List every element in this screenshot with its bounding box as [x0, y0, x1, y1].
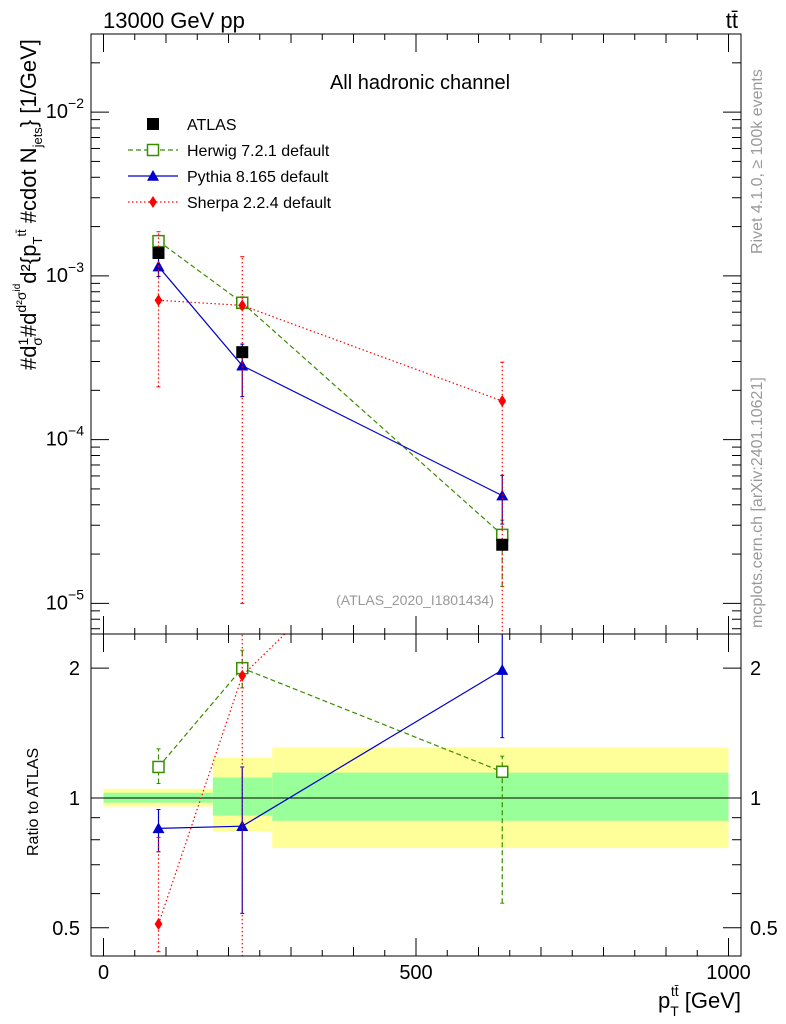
xlabel-sub: T [670, 1003, 679, 1019]
main-series-sherpa-2-2-4-default [154, 231, 507, 634]
main-point-herwig-7-2-1-default-0 [152, 234, 165, 248]
ratio-uncertainty-bands [91, 747, 741, 849]
main-ytick-label-1: 10−4 [46, 423, 84, 451]
main-ytick-label-0: 10−5 [46, 586, 84, 614]
legend-marker-pythia-8-165-default [147, 170, 159, 181]
xlabel-main: p [658, 988, 670, 1013]
ratio-point-sherpa-2-2-4-default-1 [238, 669, 247, 682]
ratio-point-herwig-7-2-1-default-0 [152, 760, 165, 774]
mcplots-label: mcplots.cern.ch [arXiv:2401.10621] [749, 377, 766, 628]
main-series-atlas [152, 246, 509, 551]
main-ylabel-rest: #cdot N [16, 147, 41, 229]
legend-marker-sherpa-2-2-4-default [149, 196, 157, 208]
main-point-sherpa-2-2-4-default-1 [238, 299, 247, 312]
ratio-ytick-label-right-1: 1 [750, 788, 761, 810]
header-energy-label: 13000 GeV pp [103, 8, 245, 33]
main-ylabel-sub: T [30, 237, 45, 245]
main-point-atlas-2 [496, 538, 509, 551]
main-ylabel: #d1σ#dd²σidd²{pTtt̄ #cdot Njets} [1/GeV] [12, 39, 45, 370]
main-ylabel-den: σ [29, 337, 45, 346]
ratio-xtick-label-2: 1000 [706, 962, 751, 984]
legend-entry-atlas: ATLAS [147, 117, 237, 134]
main-line-pythia-8-165-default [158, 266, 503, 497]
ratio-point-sherpa-2-2-4-default-0 [154, 918, 163, 931]
xlabel-sup: tt̄ [671, 983, 679, 999]
ratio-point-pythia-8-165-default-2 [496, 664, 509, 675]
xlabel: pTtt̄ [GeV] [658, 983, 741, 1019]
ratio-ytick-label-left-2: 2 [69, 658, 80, 680]
main-point-atlas-1 [236, 346, 249, 359]
legend-marker-herwig-7-2-1-default [146, 143, 160, 157]
main-ylabel-sup: id [12, 284, 23, 292]
ratio-series-sherpa-2-2-4-default [154, 634, 286, 956]
main-series-group [152, 231, 509, 634]
legend: ATLAS Herwig 7.2.1 default Pythia 8.165 de… [128, 117, 332, 212]
ratio-point-herwig-7-2-1-default-2 [496, 765, 509, 779]
main-series-pythia-8-165-default [152, 257, 509, 525]
main-point-sherpa-2-2-4-default-0 [154, 294, 163, 307]
legend-label-sherpa-2-2-4-default: Sherpa 2.2.4 default [187, 195, 332, 212]
ratio-ytick-label-left-1: 1 [69, 788, 80, 810]
xlabel-unit: [GeV] [679, 988, 741, 1013]
header-process-label: tt̄ [726, 8, 738, 33]
legend-label-atlas: ATLAS [187, 117, 237, 134]
legend-entry-herwig-7-2-1-default: Herwig 7.2.1 default [128, 143, 330, 160]
main-ylabel-sub2: jets [30, 127, 45, 149]
ratio-band-green-2 [272, 772, 729, 821]
legend-marker-atlas [147, 118, 159, 130]
legend-entry-pythia-8-165-default: Pythia 8.165 default [128, 169, 329, 186]
legend-label-herwig-7-2-1-default: Herwig 7.2.1 default [187, 143, 330, 160]
main-ylabel-top: d²σ [13, 291, 29, 312]
ratio-ytick-label-right-0: 0.5 [750, 918, 778, 940]
ratio-axis-ticks: 0.5 0.5 1 1 2 2 0 500 1000 [52, 634, 778, 984]
ratio-point-pythia-8-165-default-0 [152, 822, 165, 834]
chart-title: All hadronic channel [330, 72, 510, 94]
main-point-pythia-8-165-default-1 [236, 359, 249, 371]
ratio-ytick-label-right-2: 2 [750, 658, 761, 680]
ratio-series-group [152, 634, 509, 956]
main-line-herwig-7-2-1-default [158, 240, 503, 536]
main-ylabel-d2: #d [16, 313, 41, 337]
main-line-sherpa-2-2-4-default [158, 299, 503, 402]
ratio-point-pythia-8-165-default-1 [236, 820, 249, 831]
main-ylabel-unit: } [1/GeV] [16, 39, 41, 127]
main-ylabel-frac: 1 [15, 338, 31, 346]
ratio-xtick-label-1: 500 [399, 962, 432, 984]
rivet-version-label: Rivet 4.1.0, ≥ 100k events [749, 69, 766, 254]
main-point-atlas-0 [152, 246, 165, 259]
main-ylabel-d: #d [16, 346, 41, 370]
main-ylabel-sup2: tt̄ [14, 229, 29, 237]
main-ytick-label-2: 10−3 [46, 259, 84, 287]
main-series-herwig-7-2-1-default [152, 234, 509, 587]
analysis-label: (ATLAS_2020_I1801434) [336, 592, 494, 608]
main-ytick-label-3: 10−2 [46, 95, 84, 123]
main-panel: 10−5 10−4 10−3 10−2 All hadronic channel (A… [12, 33, 742, 635]
ratio-ytick-label-left-0: 0.5 [52, 918, 80, 940]
ratio-panel: 0.5 0.5 1 1 2 2 0 500 1000 Ratio to ATLAS pTtt̄ … [25, 633, 778, 1019]
main-axis-ticks: 10−5 10−4 10−3 10−2 [46, 33, 741, 634]
main-ylabel-den2: d²{p [16, 245, 41, 284]
ratio-ylabel: Ratio to ATLAS [25, 748, 42, 856]
main-point-sherpa-2-2-4-default-2 [498, 395, 507, 408]
ratio-xtick-label-0: 0 [98, 962, 109, 984]
legend-label-pythia-8-165-default: Pythia 8.165 default [187, 169, 329, 186]
legend-entry-sherpa-2-2-4-default: Sherpa 2.2.4 default [128, 195, 332, 212]
